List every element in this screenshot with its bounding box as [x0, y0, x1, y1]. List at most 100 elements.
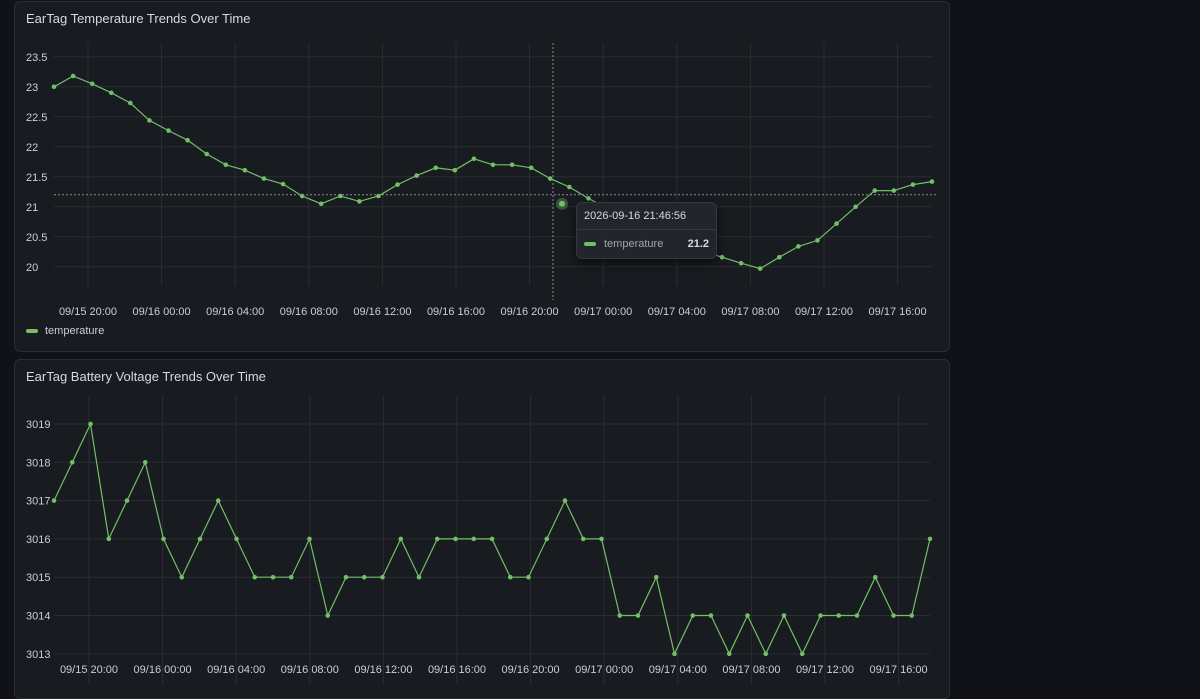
data-point: [395, 182, 400, 187]
data-point: [242, 167, 248, 173]
y-tick-label: 3016: [26, 534, 50, 546]
data-point: [124, 498, 130, 503]
data-point: [215, 498, 221, 503]
y-tick-label: 21.5: [26, 172, 47, 184]
legend-label[interactable]: temperature: [45, 325, 105, 337]
data-point: [343, 574, 349, 580]
x-tick-label: 09/16 16:00: [427, 306, 485, 318]
x-tick-label: 09/17 16:00: [869, 306, 927, 318]
data-point: [69, 459, 75, 465]
x-tick-label: 09/16 08:00: [280, 306, 338, 318]
x-tick-label: 09/16 16:00: [428, 664, 486, 676]
data-point: [108, 90, 114, 96]
data-point: [357, 199, 362, 204]
data-point: [128, 100, 133, 106]
data-point: [433, 165, 439, 171]
data-point: [453, 536, 458, 542]
data-point: [471, 536, 477, 542]
data-point: [142, 459, 148, 465]
y-tick-label: 21: [26, 202, 38, 214]
data-point: [690, 613, 696, 618]
y-tick-label: 22: [26, 142, 38, 154]
tooltip-time: 2026-09-16 21:46:56: [584, 210, 687, 222]
tooltip-divider: [577, 229, 716, 230]
legend[interactable]: temperature: [26, 325, 104, 337]
data-point: [147, 118, 152, 123]
x-tick-label: 09/17 04:00: [649, 664, 707, 676]
temperature-chart[interactable]: 20 20.5 21 21.5 22 22.5 23 23.5 09/15 20:00 09/16…: [15, 2, 950, 352]
data-point: [197, 536, 203, 542]
data-point: [179, 574, 185, 580]
data-point: [580, 536, 586, 542]
data-point: [471, 156, 477, 162]
battery-panel: EarTag Battery Voltage Trends Over Time …: [14, 359, 950, 699]
data-point: [834, 221, 839, 226]
data-point: [398, 536, 404, 542]
panel-title: EarTag Temperature Trends Over Time: [26, 11, 251, 26]
data-point: [653, 574, 659, 580]
battery-chart[interactable]: 3013 3014 3015 3016 3017 3018 3019 09/15 20:00 0…: [15, 360, 950, 699]
tooltip-value: 21.2: [687, 238, 709, 250]
data-point: [745, 613, 750, 618]
data-point: [854, 613, 860, 618]
data-point: [617, 613, 623, 618]
data-point: [166, 128, 171, 133]
data-point: [599, 536, 604, 542]
data-point: [270, 574, 276, 580]
data-point: [872, 188, 878, 193]
data-point: [708, 613, 714, 618]
y-tick-label: 20.5: [26, 232, 47, 244]
hover-point: [559, 200, 565, 207]
x-tick-label: 09/16 08:00: [281, 664, 339, 676]
data-point: [927, 536, 933, 542]
data-point: [318, 201, 324, 207]
data-point: [757, 266, 763, 271]
x-tick-label: 09/16 12:00: [354, 664, 412, 676]
data-point: [891, 188, 897, 193]
data-point: [70, 73, 76, 79]
temperature-panel: EarTag Temperature Trends Over Time 20 20…: [14, 1, 950, 352]
data-point: [719, 254, 725, 260]
data-point: [547, 176, 553, 181]
data-point: [635, 613, 641, 618]
x-tick-label: 09/16 20:00: [502, 664, 560, 676]
data-point: [414, 173, 419, 178]
data-point: [818, 613, 823, 618]
data-point: [929, 179, 935, 184]
data-point: [777, 254, 782, 260]
x-tick-label: 09/17 16:00: [870, 664, 928, 676]
data-point: [526, 574, 531, 580]
series-line: [53, 75, 933, 270]
data-point: [161, 536, 166, 542]
y-tick-label: 3015: [26, 572, 50, 584]
data-point: [738, 260, 744, 266]
data-point: [796, 244, 801, 249]
tooltip-swatch: [584, 242, 596, 246]
data-point: [51, 84, 57, 90]
x-tick-label: 09/17 12:00: [795, 306, 853, 318]
data-point: [489, 536, 495, 542]
x-tick-label: 09/16 00:00: [134, 664, 192, 676]
data-point: [544, 536, 550, 542]
x-tick-label: 09/16 04:00: [206, 306, 264, 318]
data-point: [490, 162, 496, 168]
data-point: [261, 176, 267, 181]
data-point: [891, 613, 896, 618]
data-point: [528, 165, 534, 171]
tooltip-row: temperature 21.2: [584, 238, 709, 250]
grid: [54, 395, 930, 685]
data-point: [106, 536, 112, 542]
x-tick-label: 09/16 04:00: [207, 664, 265, 676]
data-point: [586, 196, 591, 201]
y-tick-label: 3017: [26, 496, 50, 508]
y-tick-label: 22.5: [26, 112, 47, 124]
y-tick-label: 3013: [26, 649, 50, 661]
data-point: [325, 613, 331, 618]
data-point: [51, 498, 57, 503]
data-point: [910, 182, 916, 187]
x-tick-label: 09/17 04:00: [648, 306, 706, 318]
data-point: [726, 651, 732, 657]
panel-title: EarTag Battery Voltage Trends Over Time: [26, 369, 266, 384]
data-point: [361, 574, 367, 580]
legend-swatch: [26, 329, 38, 333]
